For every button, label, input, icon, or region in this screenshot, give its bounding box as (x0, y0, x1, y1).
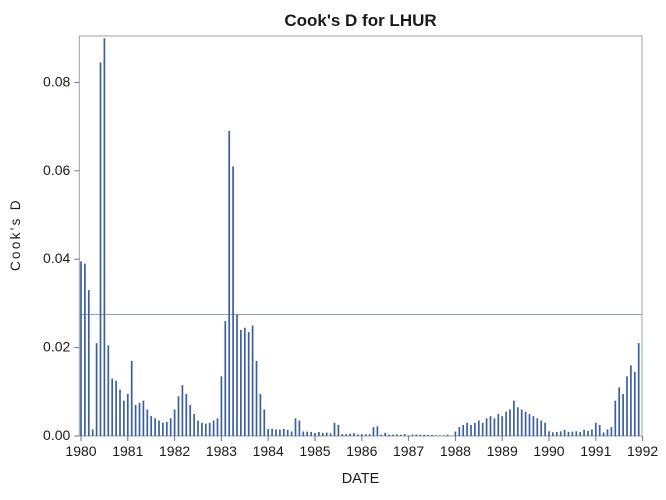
svg-text:0.02: 0.02 (43, 339, 70, 355)
svg-text:1989: 1989 (487, 443, 518, 459)
svg-text:1982: 1982 (159, 443, 190, 459)
svg-text:1991: 1991 (580, 443, 611, 459)
svg-text:0.08: 0.08 (43, 73, 70, 89)
svg-text:0.04: 0.04 (43, 250, 70, 266)
svg-text:0.06: 0.06 (43, 162, 70, 178)
svg-text:0.00: 0.00 (43, 427, 70, 443)
svg-text:1988: 1988 (440, 443, 471, 459)
svg-text:1987: 1987 (393, 443, 424, 459)
svg-text:1981: 1981 (112, 443, 143, 459)
svg-text:1986: 1986 (346, 443, 377, 459)
svg-text:1984: 1984 (253, 443, 284, 459)
svg-text:1992: 1992 (627, 443, 658, 459)
svg-text:1983: 1983 (206, 443, 237, 459)
svg-text:1990: 1990 (533, 443, 564, 459)
svg-text:1985: 1985 (299, 443, 330, 459)
svg-text:1980: 1980 (65, 443, 96, 459)
